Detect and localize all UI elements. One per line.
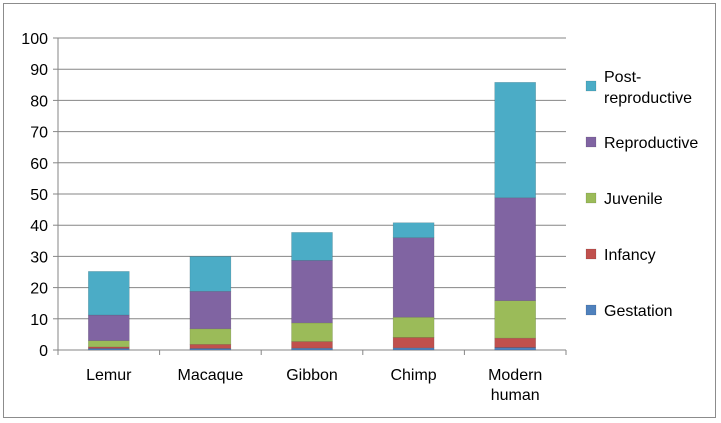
bar-segment-infancy <box>291 341 333 349</box>
legend-swatch <box>585 136 597 148</box>
legend-item: Gestation <box>585 303 672 320</box>
bar-segment-juvenile <box>88 340 130 348</box>
y-tick-label: 30 <box>30 249 48 266</box>
bar-segment-post-reproductive <box>392 222 435 238</box>
bar-segment-post-reproductive <box>494 82 537 199</box>
bar-segment-reproductive <box>392 237 435 318</box>
legend-item: Infancy <box>585 247 656 264</box>
x-category-label: Modern <box>488 367 542 384</box>
y-tick-labels: 0 10 20 30 40 50 60 70 80 90 100 <box>21 31 48 360</box>
legend-item: Juvenile <box>585 191 663 208</box>
stacked-bar-chart: 0 10 20 30 40 50 60 70 80 90 100 Lemur Macaque Gibbo… <box>21 31 698 404</box>
legend-swatch <box>585 80 597 92</box>
y-tick-label: 80 <box>30 93 48 110</box>
legend-label: Reproductive <box>604 135 698 152</box>
bars <box>88 82 537 351</box>
bar-segment-juvenile <box>392 316 435 338</box>
bar-segment-post-reproductive <box>88 271 130 316</box>
bar-segment-infancy <box>392 337 435 349</box>
bar-segment-juvenile <box>494 300 537 339</box>
bar-segment-post-reproductive <box>291 232 333 261</box>
legend-label: Juvenile <box>604 191 663 208</box>
bar-segment-juvenile <box>189 328 232 345</box>
y-tick-label: 60 <box>30 156 48 173</box>
legend-swatch <box>585 192 597 204</box>
y-tick-label: 10 <box>30 312 48 329</box>
y-tick-label: 90 <box>30 62 48 79</box>
legend-label: Post- <box>604 69 641 86</box>
bar-segment-juvenile <box>291 322 333 342</box>
bar-segment-reproductive <box>291 260 333 324</box>
legend: Post-reproductive Reproductive Juvenile Inf… <box>585 69 698 320</box>
legend-item: Reproductive <box>585 135 698 152</box>
y-tick-label: 20 <box>30 281 48 298</box>
bar-segment-infancy <box>189 344 232 349</box>
legend-swatch <box>585 248 597 260</box>
legend-swatch <box>585 304 597 316</box>
x-category-label: Gibbon <box>286 367 338 384</box>
legend-label: Gestation <box>604 303 672 320</box>
bar-segment-infancy <box>494 337 537 348</box>
bar-segment-reproductive <box>189 291 232 330</box>
legend-item: Post-reproductive <box>585 69 692 107</box>
y-tick-label: 100 <box>21 31 48 48</box>
bar-segment-reproductive <box>88 314 130 341</box>
legend-label: reproductive <box>604 90 692 107</box>
legend-label: Infancy <box>604 247 656 264</box>
x-category-label: Macaque <box>177 367 243 384</box>
x-category-label: Lemur <box>86 367 132 384</box>
x-category-label: Chimp <box>390 367 436 384</box>
bar-segment-gestation <box>494 347 537 351</box>
y-tick-label: 40 <box>30 218 48 235</box>
x-category-labels: Lemur Macaque Gibbon Chimp Modern human <box>86 367 542 404</box>
y-tick-label: 70 <box>30 125 48 142</box>
bar-segment-reproductive <box>494 197 537 302</box>
bar-segment-gestation <box>392 347 435 351</box>
y-tick-label: 50 <box>30 187 48 204</box>
bar-segment-post-reproductive <box>189 256 232 292</box>
chart-frame: 0 10 20 30 40 50 60 70 80 90 100 Lemur Macaque Gibbo… <box>3 3 716 418</box>
x-category-label: human <box>491 387 540 404</box>
gridlines <box>58 37 566 320</box>
y-tick-label: 0 <box>39 343 48 360</box>
